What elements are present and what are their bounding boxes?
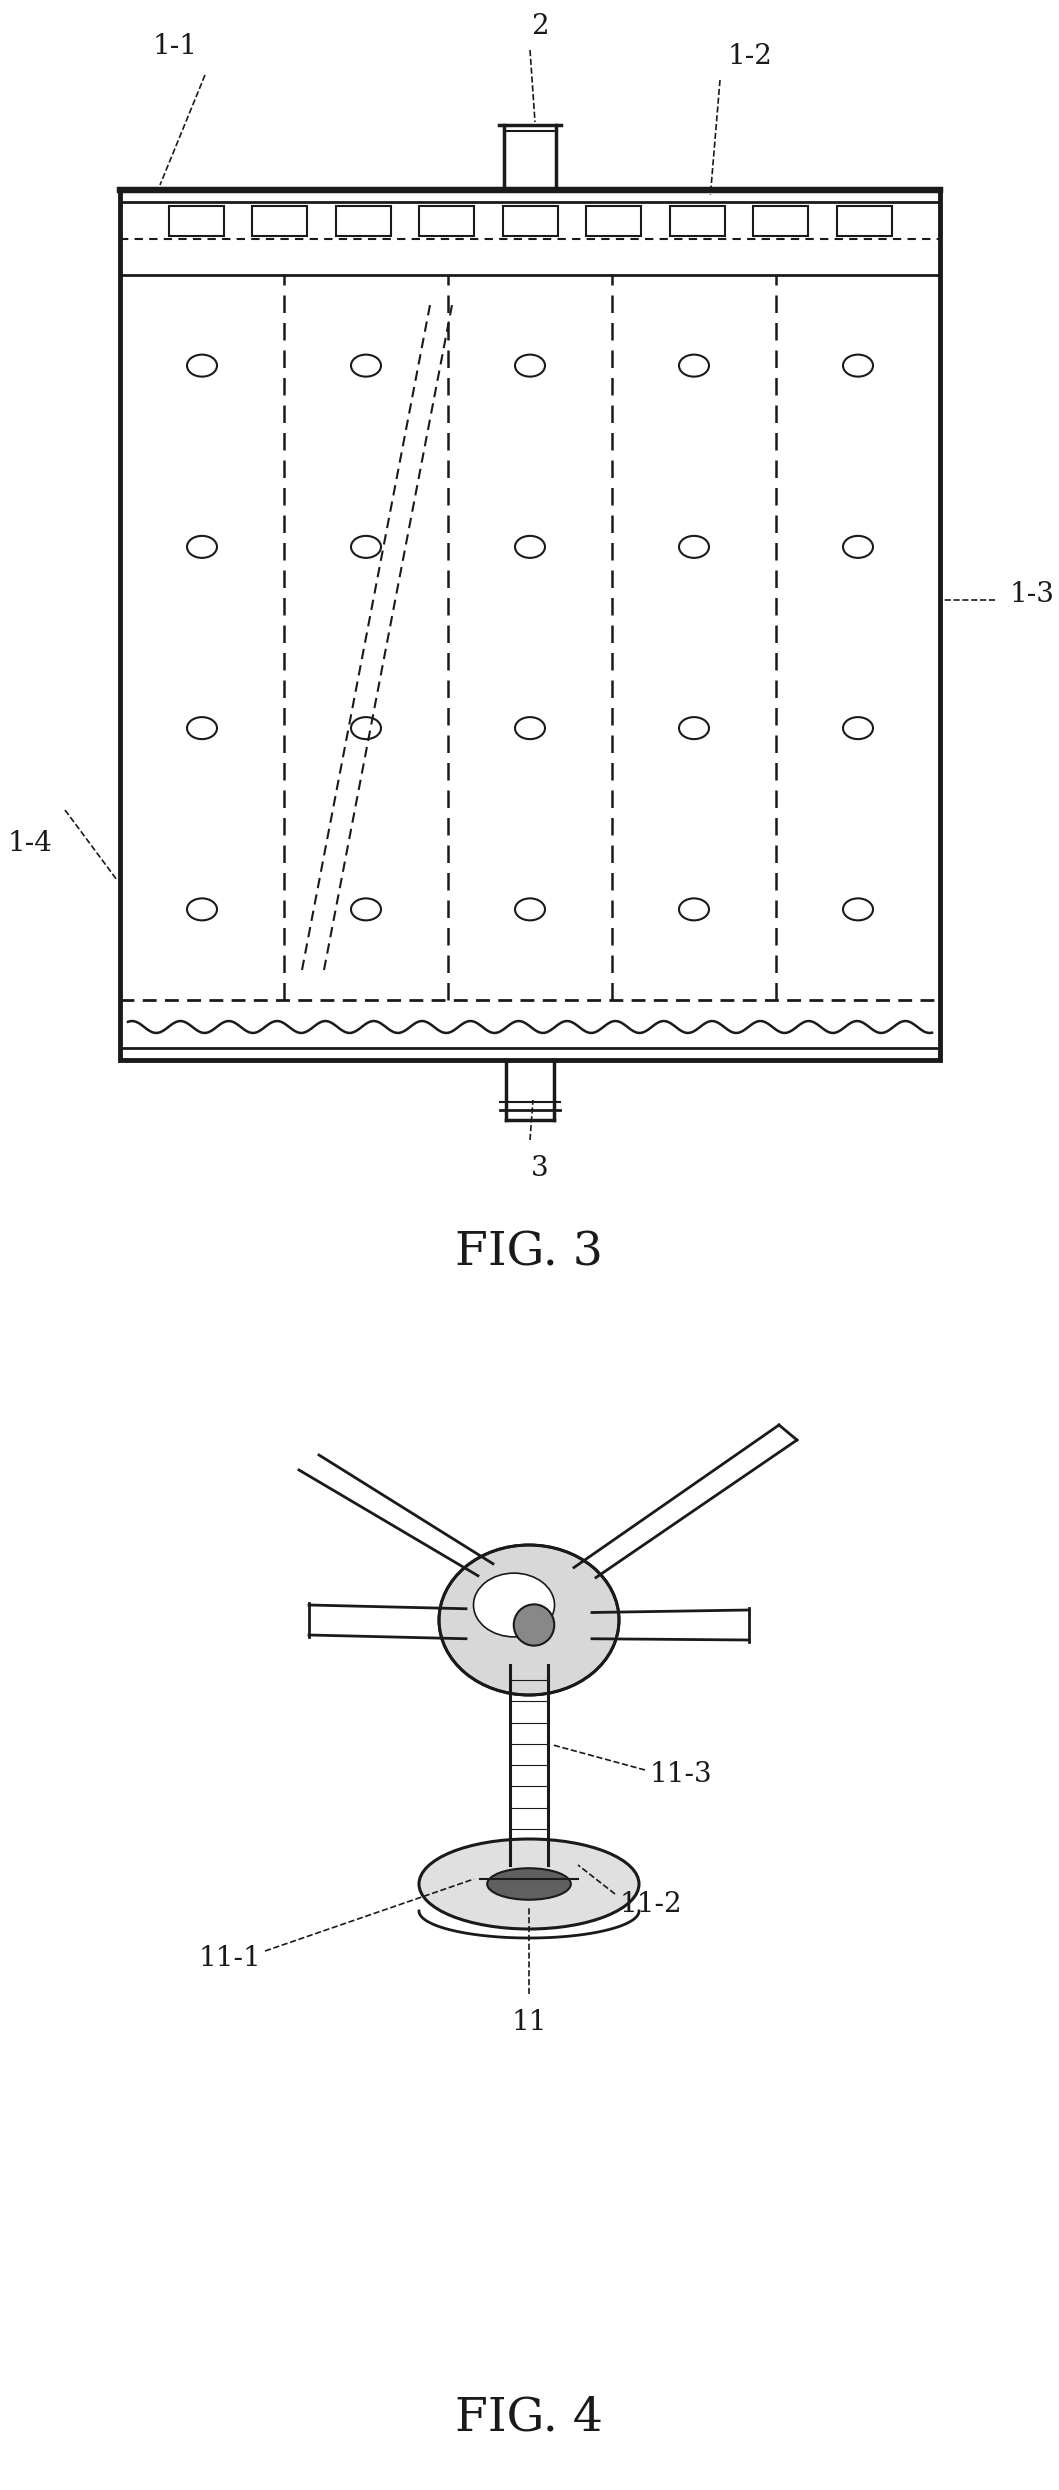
Bar	[669, 207, 724, 237]
Text: 3: 3	[532, 1155, 549, 1183]
Bar	[336, 207, 391, 237]
Text: FIG. 3: FIG. 3	[455, 1230, 603, 1275]
Ellipse shape	[511, 1858, 546, 1868]
Text: FIG. 4: FIG. 4	[455, 2395, 603, 2440]
Ellipse shape	[514, 1604, 554, 1646]
Text: 1-1: 1-1	[152, 32, 197, 60]
Text: 11-1: 11-1	[199, 1945, 262, 1972]
Bar	[252, 207, 307, 237]
Text: 11: 11	[511, 2009, 546, 2037]
Text: 1-4: 1-4	[7, 829, 53, 857]
Ellipse shape	[439, 1544, 620, 1696]
Ellipse shape	[480, 1850, 578, 1880]
Bar	[503, 207, 557, 237]
Text: 11-3: 11-3	[650, 1760, 713, 1788]
Text: 11-2: 11-2	[620, 1890, 683, 1917]
Ellipse shape	[419, 1840, 639, 1930]
Ellipse shape	[473, 1574, 555, 1636]
Text: 1-3: 1-3	[1010, 580, 1055, 608]
Bar	[120, 189, 940, 1061]
Bar	[168, 207, 223, 237]
Bar	[753, 207, 808, 237]
Ellipse shape	[487, 1868, 571, 1900]
Text: 2: 2	[532, 12, 549, 40]
Bar	[419, 207, 474, 237]
Bar	[586, 207, 641, 237]
Bar	[837, 207, 892, 237]
Text: 1-2: 1-2	[728, 42, 772, 70]
